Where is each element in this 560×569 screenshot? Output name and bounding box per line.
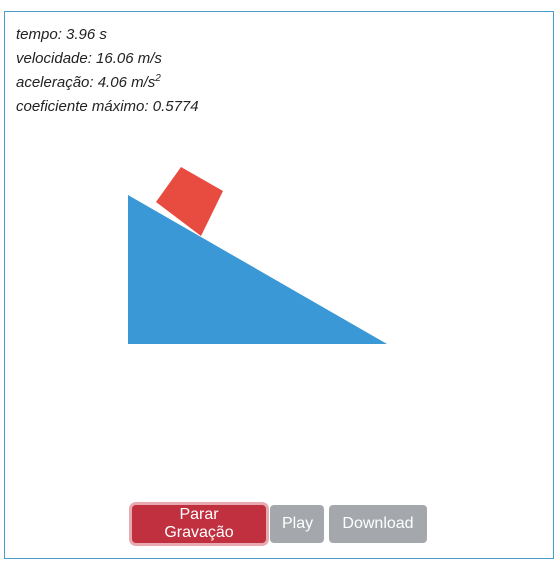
velocity-readout: velocidade: 16.06 m/s [16,50,162,67]
acceleration-exponent: 2 [155,73,161,84]
sliding-block [156,167,223,236]
incline-scene [128,167,387,344]
play-button[interactable]: Play [270,505,324,543]
incline-ramp [128,195,387,344]
stop-recording-button[interactable]: Parar Gravação [132,505,266,543]
max-coefficient-readout: coeficiente máximo: 0.5774 [16,98,199,115]
acceleration-value: aceleração: 4.06 m/s [16,74,156,91]
stats-readout: tempo: 3.96 s velocidade: 16.06 m/s acel… [16,23,199,119]
download-button[interactable]: Download [329,505,427,543]
acceleration-readout: aceleração: 4.06 m/s2 [16,71,199,95]
simulation-panel: tempo: 3.96 s velocidade: 16.06 m/s acel… [4,11,554,559]
time-readout: tempo: 3.96 s [16,26,107,43]
